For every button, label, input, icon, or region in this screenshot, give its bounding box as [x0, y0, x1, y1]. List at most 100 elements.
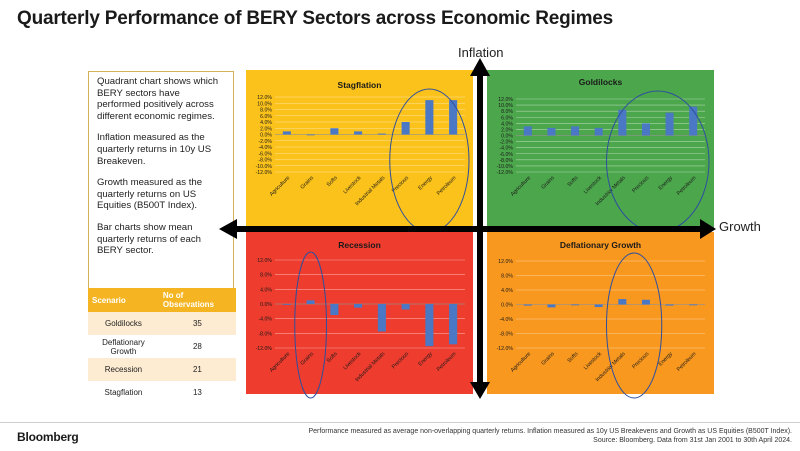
y-tick-label: -12.0%	[497, 346, 514, 352]
bar-grains	[547, 127, 556, 136]
table-cell-count: 35	[158, 312, 236, 335]
y-tick-label: -8.0%	[499, 332, 513, 338]
bar-softs	[571, 126, 580, 136]
footnote-line: Performance measured as average non-over…	[308, 428, 792, 435]
stagflation-chart: Stagflation 12.0%10.0%8.0%6.0%4.0%2.0%0.0…	[246, 70, 473, 233]
recession-highlight-ellipse	[294, 251, 327, 399]
y-tick-label: -12.0%	[256, 346, 273, 352]
y-tick-label: 12.0%	[498, 97, 513, 103]
goldilocks-title: Goldilocks	[579, 77, 623, 87]
page-title: Quarterly Performance of BERY Sectors ac…	[17, 8, 614, 29]
y-tick-label: 2.0%	[501, 127, 513, 133]
regime-axes	[219, 58, 716, 399]
table-header: Scenario	[88, 288, 159, 312]
bar-livestock	[594, 304, 603, 308]
stagflation-background	[246, 70, 473, 228]
footnote: Performance measured as average non-over…	[272, 427, 792, 445]
bar-precious	[401, 304, 410, 310]
recession-title: Recession	[338, 240, 381, 250]
bar-industrial-metals	[618, 299, 627, 305]
bar-livestock	[594, 127, 603, 136]
table-cell-scenario: Stagflation	[88, 381, 159, 404]
y-tick-label: 0.0%	[260, 302, 272, 308]
bar-energy	[665, 304, 674, 306]
y-tick-label: 8.0%	[501, 109, 513, 115]
y-tick-label: 6.0%	[260, 114, 272, 120]
y-tick-label: 6.0%	[501, 115, 513, 121]
y-tick-label: 4.0%	[501, 288, 513, 294]
inflation-arrowhead-down	[470, 382, 490, 399]
description-text: Inflation measured as the quarterly retu…	[97, 132, 212, 167]
x-axis-label: Growth	[719, 219, 761, 234]
y-tick-label: -10.0%	[497, 164, 514, 170]
deflationary-growth-chart: Deflationary Growth 12.0% 8.0% 4.0% 0.0% -4.0…	[487, 232, 714, 399]
goldilocks-chart: Goldilocks 12.0%10.0%8.0%6.0%4.0%2.0%0.0%…	[487, 70, 714, 233]
bar-livestock	[354, 131, 363, 135]
growth-arrowhead-right	[700, 219, 716, 239]
growth-arrowhead-left	[219, 219, 237, 239]
y-tick-label: -8.0%	[499, 158, 513, 164]
bar-agriculture	[523, 304, 532, 306]
y-tick-label: 10.0%	[257, 101, 272, 107]
y-tick-label: -2.0%	[258, 139, 272, 145]
bar-grains	[547, 304, 556, 308]
y-tick-label: 4.0%	[501, 121, 513, 127]
bar-energy	[425, 304, 434, 347]
bar-energy	[425, 100, 434, 135]
bar-agriculture	[282, 304, 291, 305]
recession-background	[246, 232, 473, 394]
table-header: No of Observations	[158, 288, 236, 312]
deflationary-growth-background	[487, 232, 714, 394]
goldilocks-background	[487, 70, 714, 228]
table-cell-count: 13	[158, 381, 236, 404]
bar-industrial-metals	[377, 133, 386, 135]
bar-livestock	[354, 304, 363, 308]
y-tick-label: -10.0%	[256, 164, 273, 170]
stagflation-title: Stagflation	[338, 80, 382, 90]
bar-energy	[665, 112, 674, 136]
bar-softs	[571, 304, 580, 306]
y-tick-label: 2.0%	[260, 126, 272, 132]
table-row: Recession 21	[88, 358, 236, 381]
bar-precious	[641, 123, 650, 136]
table-cell-scenario: Goldilocks	[88, 312, 159, 335]
bar-petroleum	[689, 106, 698, 136]
y-tick-label: 4.0%	[260, 120, 272, 126]
table-row: Deflationary Growth 28	[88, 335, 236, 358]
y-tick-label: 12.0%	[498, 259, 513, 265]
y-tick-label: 8.0%	[260, 273, 272, 279]
table-cell-scenario: Deflationary Growth	[88, 335, 159, 358]
bar-agriculture	[282, 131, 291, 135]
y-tick-label: 12.0%	[257, 95, 272, 101]
table-cell-scenario: Recession	[88, 358, 159, 381]
bar-precious	[641, 299, 650, 305]
bar-petroleum	[449, 100, 458, 135]
bar-industrial-metals	[618, 109, 627, 136]
bar-grains	[306, 134, 315, 136]
deflationary-growth-highlight-ellipse	[606, 252, 663, 399]
y-tick-label: -6.0%	[258, 151, 272, 157]
deflationary-growth-title: Deflationary Growth	[560, 240, 641, 250]
y-tick-label: -2.0%	[499, 140, 513, 146]
description-text: Quadrant chart shows which BERY sectors …	[97, 76, 219, 122]
y-tick-label: 0.0%	[501, 303, 513, 309]
bar-industrial-metals	[377, 304, 386, 332]
footnote-line: Source: Bloomberg. Data from 31st Jan 20…	[593, 437, 792, 444]
table-row: Stagflation 13	[88, 381, 236, 404]
y-tick-label: -4.0%	[499, 146, 513, 152]
y-axis-label: Inflation	[458, 45, 504, 60]
description-text: Bar charts show mean quarterly returns o…	[97, 221, 201, 257]
y-tick-label: -4.0%	[258, 145, 272, 151]
y-tick-label: -12.0%	[497, 170, 514, 176]
bar-petroleum	[689, 304, 698, 306]
y-tick-label: 8.0%	[501, 274, 513, 280]
y-tick-label: 10.0%	[498, 103, 513, 109]
y-tick-label: 0.0%	[501, 134, 513, 140]
y-tick-label: -12.0%	[256, 170, 273, 176]
y-tick-label: 0.0%	[260, 133, 272, 139]
footer-divider	[0, 422, 800, 423]
table-cell-count: 28	[158, 335, 236, 358]
y-tick-label: -4.0%	[258, 317, 272, 323]
y-tick-label: 12.0%	[257, 258, 272, 264]
y-tick-label: -6.0%	[499, 152, 513, 158]
